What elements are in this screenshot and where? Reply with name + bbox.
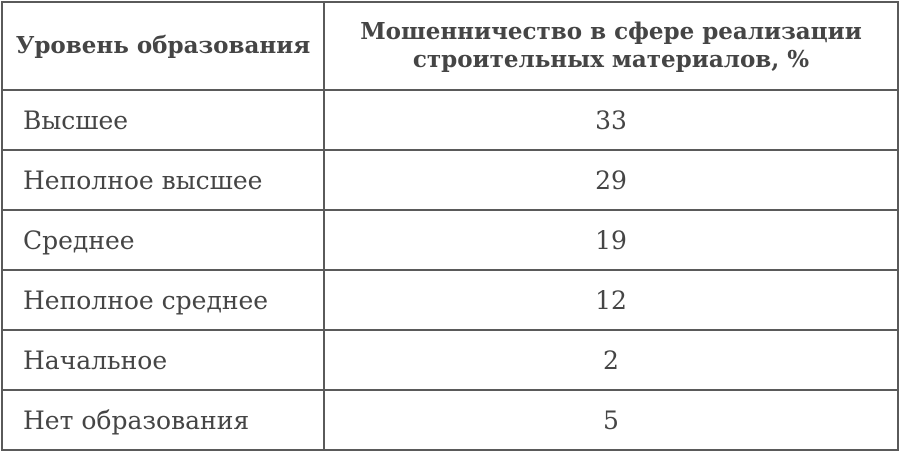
- table-row: Неполное высшее 29: [1, 149, 899, 211]
- percent-cell: 12: [323, 269, 899, 331]
- education-level-cell: Нет образования: [1, 389, 325, 451]
- table-row: Начальное 2: [1, 329, 899, 391]
- education-level-cell: Начальное: [1, 329, 325, 391]
- table-row: Среднее 19: [1, 209, 899, 271]
- header-education-level: Уровень образования: [1, 1, 325, 91]
- table-row: Нет образования 5: [1, 389, 899, 451]
- percent-cell: 2: [323, 329, 899, 391]
- education-level-cell: Высшее: [1, 89, 325, 151]
- table-row: Высшее 33: [1, 89, 899, 151]
- education-level-cell: Неполное среднее: [1, 269, 325, 331]
- percent-cell: 33: [323, 89, 899, 151]
- education-level-cell: Неполное высшее: [1, 149, 325, 211]
- header-fraud-percent: Мошенничество в сфере реализации строите…: [323, 1, 899, 91]
- percent-cell: 29: [323, 149, 899, 211]
- header-row: Уровень образования Мошенничество в сфер…: [1, 1, 899, 91]
- percent-cell: 19: [323, 209, 899, 271]
- percent-cell: 5: [323, 389, 899, 451]
- education-level-cell: Среднее: [1, 209, 325, 271]
- table-row: Неполное среднее 12: [1, 269, 899, 331]
